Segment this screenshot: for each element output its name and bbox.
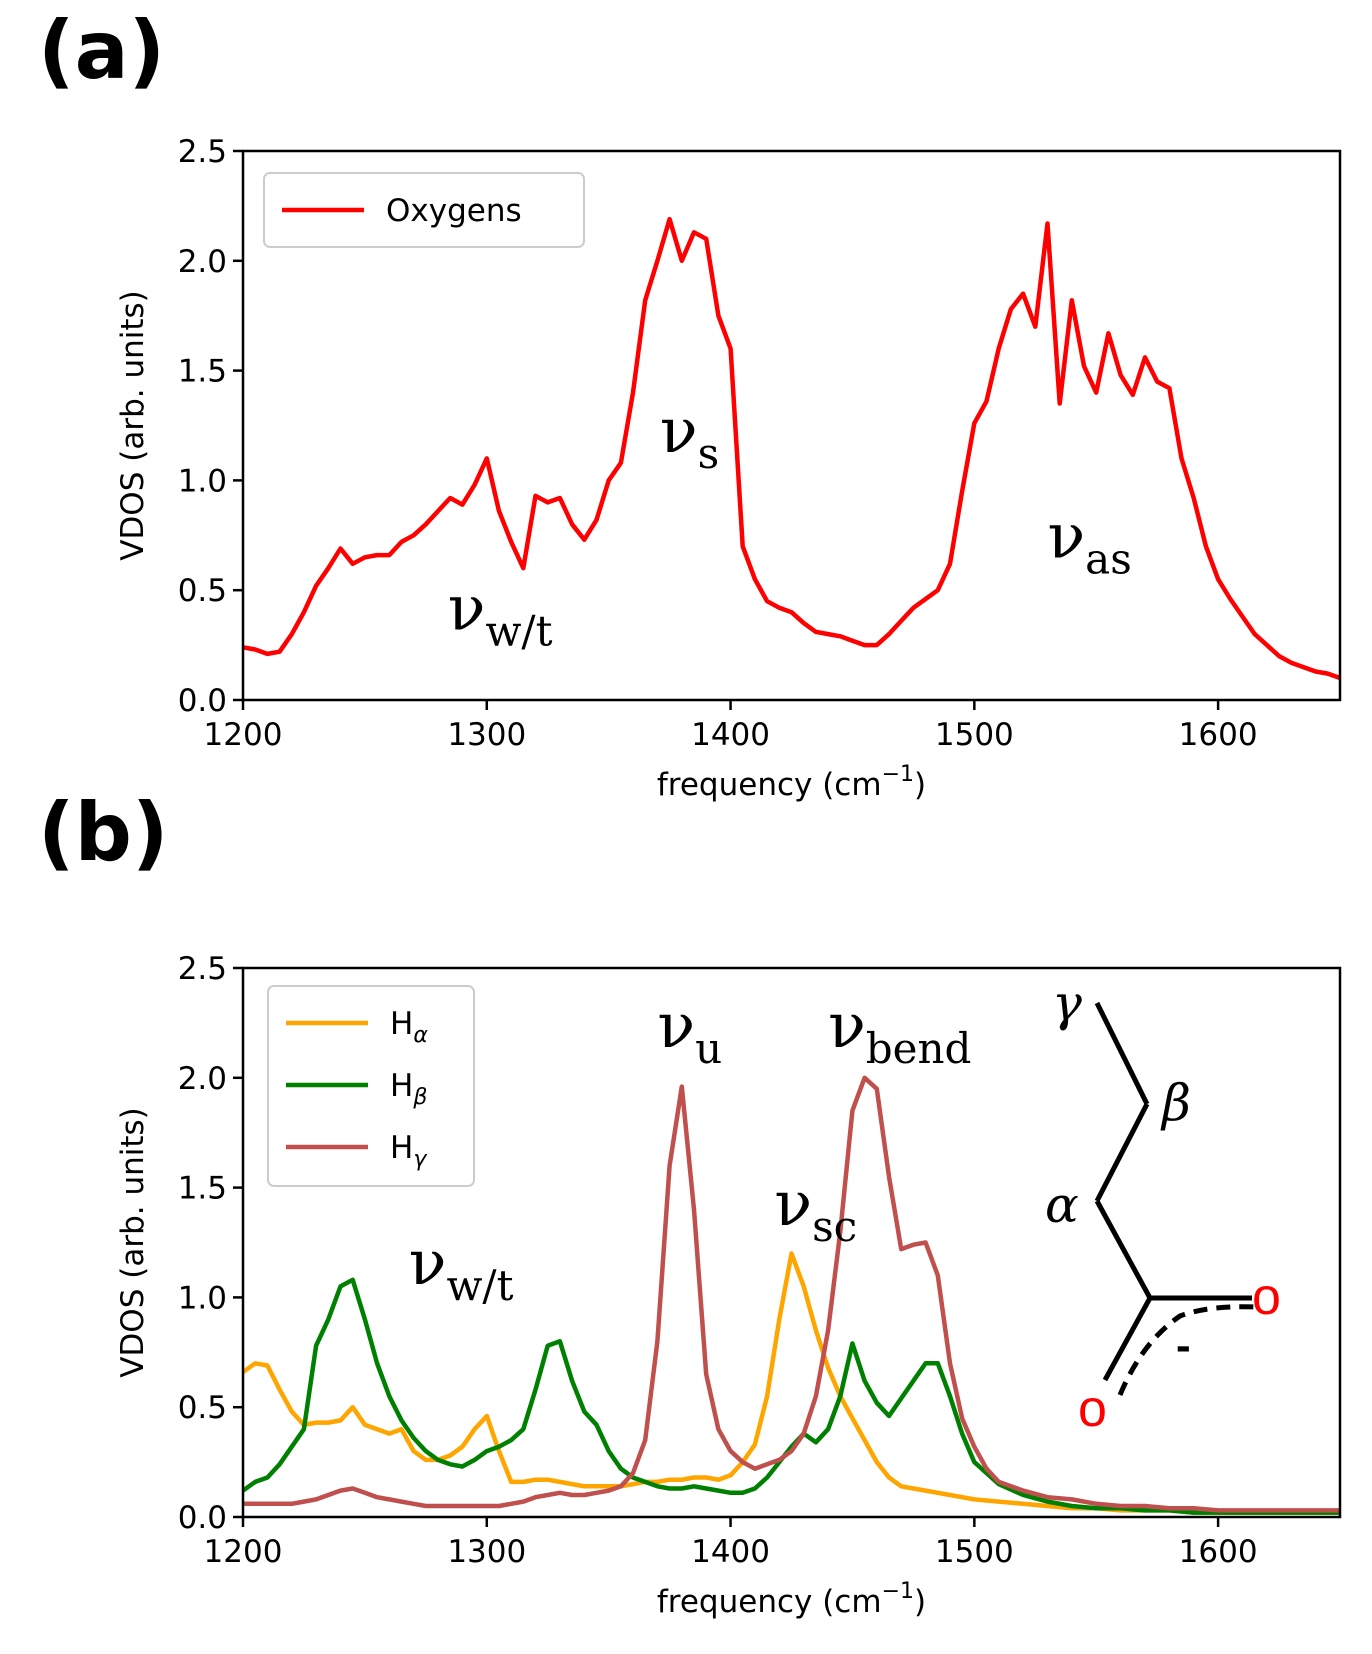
label-alpha: α xyxy=(1045,1176,1079,1234)
panel-b-series-group xyxy=(243,1075,1340,1515)
panel-a-series-line-Oxygens xyxy=(243,216,1340,681)
chart-panel-a: 1200 1300 1400 1500 1600 0.0 0.5 1.0 1.5 2.0 2.5 fr… xyxy=(115,134,1342,803)
panel-a-ytick-label: 0.5 xyxy=(178,573,227,609)
panel-a-axes-frame xyxy=(241,149,1342,702)
panel-a-legend-box xyxy=(263,172,585,248)
panel-a-xtick-label: 1500 xyxy=(935,717,1014,753)
label-beta: β xyxy=(1160,1074,1191,1132)
panel-a-x-axis-label: frequency (cm−1) xyxy=(657,762,926,803)
delocalized-bond-dashed xyxy=(1117,1304,1257,1396)
panel-a-ytick-label: 0.0 xyxy=(178,683,227,719)
panel-b-ytick-label: 1.5 xyxy=(178,1171,227,1207)
panel-b-xtick-label: 1400 xyxy=(691,1534,770,1570)
panel-a-series-group xyxy=(243,216,1340,681)
panel-b-x-axis-label: frequency (cm−1) xyxy=(657,1579,926,1620)
panel-b-xtick-label: 1200 xyxy=(204,1534,283,1570)
carboxylate-molecule-diagram: γ β α o o - xyxy=(1045,974,1281,1438)
bond-alpha-carbon xyxy=(1094,1199,1153,1300)
panel-label-b: (b) xyxy=(38,786,168,879)
panel-b-ytick-label: 1.0 xyxy=(178,1280,227,1316)
label-oxygen-right: o xyxy=(1252,1268,1281,1326)
panel-b-annotation-nu-bend: νbend xyxy=(828,989,971,1073)
panel-b-ytick-label: 2.5 xyxy=(178,951,227,987)
panel-a-ytick-label: 1.5 xyxy=(178,354,227,390)
panel-b-xtick-label: 1600 xyxy=(1179,1534,1258,1570)
bond-beta-alpha xyxy=(1094,1102,1150,1203)
panel-b-ytick-label: 0.5 xyxy=(178,1390,227,1426)
chart-panel-b: 1200 1300 1400 1500 1600 0.0 0.5 1.0 1.5 2.0 2.5 fr… xyxy=(115,951,1342,1620)
panel-b-legend-label: Hα xyxy=(390,1006,428,1048)
panel-a-ytick-label: 2.5 xyxy=(178,134,227,170)
panel-b-annotation-nu-wt: νw/t xyxy=(409,1226,514,1310)
panel-b-legend-box xyxy=(267,985,475,1187)
panel-b-series-line-β xyxy=(243,1277,1340,1515)
panel-b-series-line-α xyxy=(243,1251,1340,1515)
panel-b-annotation-nu-sc: νsc xyxy=(774,1167,857,1251)
panel-a-annotation-nu-as: νas xyxy=(1047,499,1131,583)
label-gamma: γ xyxy=(1052,974,1082,1032)
label-oxygen-left: o xyxy=(1078,1380,1107,1438)
panel-b-ytick-label: 0.0 xyxy=(178,1500,227,1536)
panel-a-ytick-label: 1.0 xyxy=(178,463,227,499)
panel-b-ytick-label: 2.0 xyxy=(178,1061,227,1097)
panel-b-xtick-label: 1500 xyxy=(935,1534,1014,1570)
label-negative-charge: - xyxy=(1176,1321,1191,1370)
panel-b-legend: Hα Hβ Hγ xyxy=(267,985,475,1187)
panel-b-legend-label: Hγ xyxy=(390,1130,427,1172)
panel-b-legend-label: Hβ xyxy=(390,1068,427,1110)
panel-b-annotation-nu-u: νu xyxy=(657,989,722,1073)
panel-a-legend: Oxygens xyxy=(263,172,585,248)
panel-a-xtick-label: 1600 xyxy=(1179,717,1258,753)
bond-gamma-beta xyxy=(1094,1001,1150,1106)
panel-b-y-axis-label: VDOS (arb. units) xyxy=(115,1107,151,1378)
panel-label-a: (a) xyxy=(38,4,165,97)
panel-a-xtick-label: 1300 xyxy=(447,717,526,753)
panel-b-axes-frame xyxy=(241,966,1342,1519)
bond-carbon-oxygen-left xyxy=(1102,1296,1153,1382)
panel-a-y-axis-label: VDOS (arb. units) xyxy=(115,290,151,561)
panel-b-xtick-label: 1300 xyxy=(447,1534,526,1570)
panel-a-legend-label: Oxygens xyxy=(386,193,522,229)
panel-a-ytick-label: 2.0 xyxy=(178,244,227,280)
panel-b-series-line-γ xyxy=(243,1075,1340,1513)
panel-a-annotation-nu-wt: νw/t xyxy=(448,572,553,656)
panel-a-xtick-label: 1400 xyxy=(691,717,770,753)
panel-a-annotation-nu-s: νs xyxy=(660,394,719,478)
panel-a-xtick-label: 1200 xyxy=(204,717,283,753)
